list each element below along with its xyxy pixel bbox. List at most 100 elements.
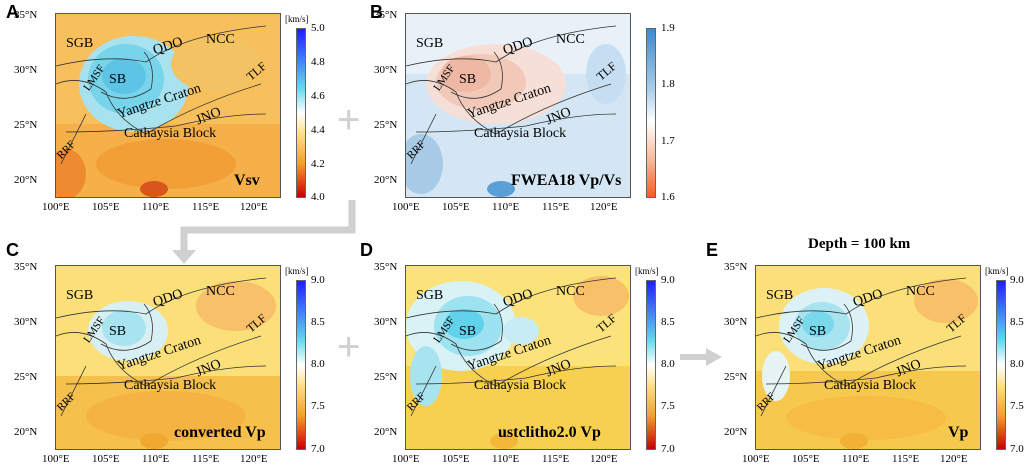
lon-label: 105°E bbox=[92, 201, 120, 213]
lon-label: 115°E bbox=[192, 453, 220, 465]
lat-label: 20°N bbox=[724, 426, 748, 438]
panel-letter: B bbox=[370, 2, 383, 22]
panel-letter: E bbox=[706, 240, 719, 260]
colorbar-tick: 4.8 bbox=[311, 56, 325, 68]
lon-label: 105°E bbox=[792, 453, 820, 465]
colorbar-tick: 8.0 bbox=[311, 358, 325, 370]
lon-label: 100°E bbox=[742, 453, 770, 465]
map-c-svg bbox=[56, 266, 280, 449]
label-ncc: NCC bbox=[906, 284, 935, 299]
label-ncc: NCC bbox=[206, 32, 235, 47]
colorbar bbox=[646, 280, 656, 450]
map-a: SGB QDO NCC TLF LMSF SB Yangtze Craton J… bbox=[55, 13, 281, 198]
lat-label: 30°N bbox=[724, 316, 748, 328]
lon-label: 110°E bbox=[142, 453, 170, 465]
lat-label: 35°N bbox=[724, 261, 748, 273]
colorbar bbox=[996, 280, 1006, 450]
panel-caption: Vp bbox=[948, 424, 969, 441]
colorbar-tick: 5.0 bbox=[311, 22, 325, 34]
lat-label: 30°N bbox=[14, 64, 38, 76]
label-sb: SB bbox=[809, 324, 827, 339]
lat-label: 35°N bbox=[374, 261, 398, 273]
label-cathaysia: Cathaysia Block bbox=[824, 378, 917, 393]
colorbar-unit: [km/s] bbox=[985, 266, 1009, 276]
lon-label: 110°E bbox=[842, 453, 870, 465]
lat-label: 20°N bbox=[14, 426, 38, 438]
colorbar-tick: 7.0 bbox=[1010, 443, 1024, 455]
lon-label: 100°E bbox=[392, 201, 420, 213]
lat-label: 25°N bbox=[374, 119, 398, 131]
lat-label: 25°N bbox=[14, 371, 38, 383]
colorbar bbox=[296, 280, 306, 450]
lat-label: 20°N bbox=[374, 174, 398, 186]
label-ncc: NCC bbox=[206, 284, 235, 299]
lat-label: 20°N bbox=[14, 174, 38, 186]
map-b-svg bbox=[406, 14, 630, 197]
label-sb: SB bbox=[459, 324, 477, 339]
label-sgb: SGB bbox=[66, 36, 94, 51]
lon-label: 100°E bbox=[42, 201, 70, 213]
colorbar-tick: 9.0 bbox=[661, 274, 675, 286]
map-e-svg bbox=[756, 266, 980, 449]
lon-label: 100°E bbox=[392, 453, 420, 465]
lat-label: 35°N bbox=[14, 261, 38, 273]
label-ncc: NCC bbox=[556, 32, 585, 47]
colorbar-unit: [km/s] bbox=[285, 14, 309, 24]
depth-title: Depth = 100 km bbox=[808, 236, 911, 252]
colorbar-tick: 8.5 bbox=[311, 316, 325, 328]
lat-label: 30°N bbox=[374, 316, 398, 328]
lon-label: 105°E bbox=[442, 201, 470, 213]
lat-label: 25°N bbox=[374, 371, 398, 383]
flow-arrow bbox=[172, 200, 356, 264]
label-sb: SB bbox=[459, 72, 477, 87]
colorbar-tick: 1.6 bbox=[661, 191, 675, 203]
panel-caption: ustclitho2.0 Vp bbox=[498, 424, 601, 441]
colorbar-tick: 9.0 bbox=[311, 274, 325, 286]
lon-label: 115°E bbox=[192, 201, 220, 213]
label-cathaysia: Cathaysia Block bbox=[124, 126, 217, 141]
lon-label: 120°E bbox=[940, 453, 968, 465]
lat-label: 25°N bbox=[14, 119, 38, 131]
colorbar-tick: 1.8 bbox=[661, 78, 675, 90]
lat-label: 25°N bbox=[724, 371, 748, 383]
result-arrow bbox=[680, 348, 722, 366]
lon-label: 120°E bbox=[590, 201, 618, 213]
lon-label: 120°E bbox=[240, 453, 268, 465]
lat-label: 20°N bbox=[374, 426, 398, 438]
label-sb: SB bbox=[109, 324, 127, 339]
colorbar-tick: 4.6 bbox=[311, 90, 325, 102]
map-b: SGB QDO NCC TLF LMSF SB Yangtze Craton J… bbox=[405, 13, 631, 198]
label-cathaysia: Cathaysia Block bbox=[474, 378, 567, 393]
colorbar-tick: 7.5 bbox=[661, 400, 675, 412]
panel-caption: Vsv bbox=[234, 172, 260, 189]
colorbar bbox=[296, 28, 306, 198]
colorbar-tick: 7.0 bbox=[311, 443, 325, 455]
colorbar-tick: 4.4 bbox=[311, 124, 325, 136]
map-c: SGB QDO NCC TLF LMSF SB Yangtze Craton J… bbox=[55, 265, 281, 450]
label-cathaysia: Cathaysia Block bbox=[474, 126, 567, 141]
label-sgb: SGB bbox=[766, 288, 794, 303]
lon-label: 115°E bbox=[542, 453, 570, 465]
map-d: SGB QDO NCC TLF LMSF SB Yangtze Craton J… bbox=[405, 265, 631, 450]
panel-letter: D bbox=[360, 240, 373, 260]
label-sb: SB bbox=[109, 72, 127, 87]
label-ncc: NCC bbox=[556, 284, 585, 299]
lat-label: 35°N bbox=[14, 9, 38, 21]
map-d-svg bbox=[406, 266, 630, 449]
map-a-svg bbox=[56, 14, 280, 197]
colorbar-unit: [km/s] bbox=[635, 266, 659, 276]
colorbar-tick: 8.5 bbox=[1010, 316, 1024, 328]
colorbar bbox=[646, 28, 656, 198]
lat-label: 35°N bbox=[374, 9, 398, 21]
panel-letter: A bbox=[6, 2, 19, 22]
panel-caption: converted Vp bbox=[174, 424, 266, 441]
panel-letter: C bbox=[6, 240, 19, 260]
lon-label: 115°E bbox=[892, 453, 920, 465]
map-e: SGB QDO NCC TLF LMSF SB Yangtze Craton J… bbox=[755, 265, 981, 450]
panel-caption: FWEA18 Vp/Vs bbox=[511, 172, 622, 189]
plus-operator: + bbox=[337, 325, 361, 369]
lat-label: 30°N bbox=[374, 64, 398, 76]
colorbar-tick: 7.5 bbox=[1010, 400, 1024, 412]
lon-label: 100°E bbox=[42, 453, 70, 465]
colorbar-tick: 4.2 bbox=[311, 158, 325, 170]
